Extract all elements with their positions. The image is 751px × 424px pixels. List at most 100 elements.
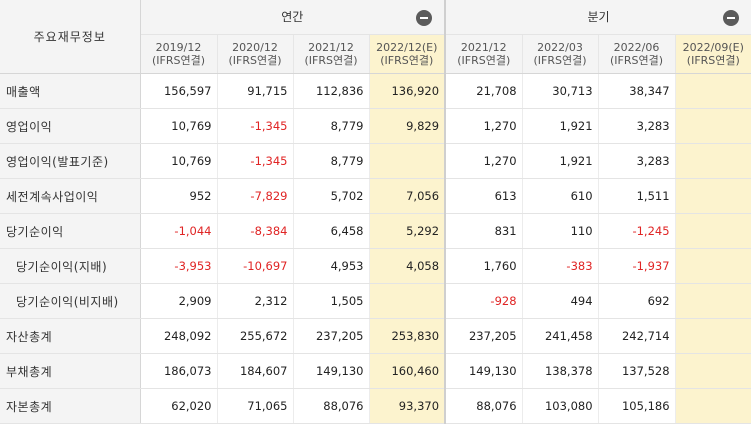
table-row: 당기순이익(지배) -3,953 -10,697 4,953 4,058 1,760 -38… — [0, 248, 751, 284]
annual-column-header: 2021/12 (IFRS연결) — [292, 34, 369, 74]
quarterly-value-cell: 103,080 — [521, 388, 599, 424]
quarterly-value-cell: 831 — [444, 213, 523, 249]
quarterly-value-cell: 613 — [444, 178, 523, 214]
column-period: 2022/03 — [537, 41, 583, 54]
annual-column-header: 2019/12 (IFRS연결) — [139, 34, 217, 74]
column-period: 2021/12 — [460, 41, 507, 54]
column-period: 2020/12 — [232, 41, 278, 54]
quarterly-value-cell: 237,205 — [444, 318, 523, 354]
quarterly-value-cell — [674, 388, 751, 424]
table-row: 당기순이익 -1,044 -8,384 6,458 5,292 831 110 -1,245 — [0, 213, 751, 249]
quarterly-group-header: 분기 — [444, 0, 751, 35]
annual-value-cell: -1,345 — [216, 108, 293, 144]
annual-value-cell: 88,076 — [292, 388, 369, 424]
column-basis: (IFRS연결) — [380, 54, 434, 67]
table-row: 매출액 156,597 91,715 112,836 136,920 21,708 30,7… — [0, 73, 751, 109]
quarterly-value-cell: 610 — [521, 178, 599, 214]
annual-value-cell: 1,505 — [292, 283, 369, 319]
quarterly-value-cell: -928 — [444, 283, 523, 319]
row-label: 당기순이익 — [0, 213, 141, 249]
collapse-annual-icon[interactable] — [416, 10, 433, 26]
table-row: 영업이익 10,769 -1,345 8,779 9,829 1,270 1,921 3,28… — [0, 108, 751, 144]
annual-value-cell: 112,836 — [292, 73, 369, 109]
annual-value-cell: 255,672 — [216, 318, 293, 354]
annual-value-cell: 4,953 — [292, 248, 369, 284]
column-header-row: 2019/12 (IFRS연결) 2020/12 (IFRS연결) 2021/12 (IF… — [0, 34, 751, 74]
table-row: 자본총계 62,020 71,065 88,076 93,370 88,076 103,08… — [0, 388, 751, 424]
row-label: 영업이익(발표기준) — [0, 143, 141, 179]
quarterly-value-cell — [674, 353, 751, 389]
annual-value-cell: 237,205 — [292, 318, 369, 354]
annual-value-cell — [368, 283, 446, 319]
column-basis: (IFRS연결) — [686, 54, 740, 67]
annual-value-cell: 4,058 — [368, 248, 446, 284]
annual-value-cell: 952 — [139, 178, 217, 214]
annual-value-cell: -1,044 — [139, 213, 217, 249]
annual-value-cell: 186,073 — [139, 353, 217, 389]
quarterly-value-cell: -383 — [521, 248, 599, 284]
quarterly-value-cell: 1,921 — [521, 108, 599, 144]
column-basis: (IFRS연결) — [304, 54, 358, 67]
quarterly-value-cell: 3,283 — [597, 143, 676, 179]
collapse-quarterly-icon[interactable] — [723, 10, 740, 26]
annual-value-cell: 8,779 — [292, 143, 369, 179]
column-basis: (IFRS연결) — [457, 54, 511, 67]
column-period: 2022/06 — [613, 41, 660, 54]
quarterly-value-cell: 138,378 — [521, 353, 599, 389]
quarterly-value-cell — [674, 178, 751, 214]
annual-value-cell: 136,920 — [368, 73, 446, 109]
quarterly-value-cell: 1,270 — [444, 143, 523, 179]
quarterly-value-cell: 1,921 — [521, 143, 599, 179]
quarterly-value-cell: 1,270 — [444, 108, 523, 144]
annual-value-cell: 2,909 — [139, 283, 217, 319]
row-label: 세전계속사업이익 — [0, 178, 141, 214]
row-label: 자본총계 — [0, 388, 141, 424]
quarterly-value-cell: -1,937 — [597, 248, 676, 284]
quarterly-value-cell: 1,760 — [444, 248, 523, 284]
annual-value-cell: 6,458 — [292, 213, 369, 249]
annual-value-cell: 7,056 — [368, 178, 446, 214]
quarterly-value-cell: -1,245 — [597, 213, 676, 249]
row-label: 자산총계 — [0, 318, 141, 354]
table-row: 당기순이익(비지배) 2,909 2,312 1,505 -928 494 692 — [0, 283, 751, 319]
row-label: 매출액 — [0, 73, 141, 109]
quarterly-value-cell: 105,186 — [597, 388, 676, 424]
annual-value-cell: -10,697 — [216, 248, 293, 284]
annual-value-cell: -1,345 — [216, 143, 293, 179]
quarterly-value-cell: 242,714 — [597, 318, 676, 354]
table-body: 매출액 156,597 91,715 112,836 136,920 21,708 30,7… — [0, 73, 751, 424]
annual-value-cell: 160,460 — [368, 353, 446, 389]
quarterly-value-cell: 494 — [521, 283, 599, 319]
annual-label: 연간 — [281, 10, 304, 24]
column-period: 2022/09(E) — [682, 41, 744, 54]
quarterly-value-cell: 38,347 — [597, 73, 676, 109]
quarterly-value-cell: 3,283 — [597, 108, 676, 144]
quarterly-value-cell — [674, 73, 751, 109]
column-period: 2019/12 — [155, 41, 202, 54]
row-label: 당기순이익(비지배) — [0, 283, 141, 319]
annual-column-header: 2022/12(E) (IFRS연결) — [368, 34, 446, 74]
annual-value-cell: 149,130 — [292, 353, 369, 389]
quarterly-value-cell — [674, 213, 751, 249]
quarterly-value-cell: 110 — [521, 213, 599, 249]
annual-value-cell: 91,715 — [216, 73, 293, 109]
annual-value-cell: 184,607 — [216, 353, 293, 389]
annual-value-cell: 10,769 — [139, 108, 217, 144]
annual-value-cell: 62,020 — [139, 388, 217, 424]
annual-column-header: 2020/12 (IFRS연결) — [216, 34, 293, 74]
quarterly-column-header: 2022/03 (IFRS연결) — [521, 34, 599, 74]
quarterly-value-cell: 30,713 — [521, 73, 599, 109]
table-row: 자산총계 248,092 255,672 237,205 253,830 237,205 2… — [0, 318, 751, 354]
column-basis: (IFRS연결) — [151, 54, 206, 67]
annual-value-cell: 248,092 — [139, 318, 217, 354]
quarterly-column-header: 2022/09(E) (IFRS연결) — [674, 34, 751, 74]
quarterly-column-header: 2022/06 (IFRS연결) — [597, 34, 676, 74]
annual-value-cell: 5,702 — [292, 178, 369, 214]
column-basis: (IFRS연결) — [533, 54, 587, 67]
quarterly-value-cell: 21,708 — [444, 73, 523, 109]
quarterly-value-cell — [674, 318, 751, 354]
annual-value-cell: -8,384 — [216, 213, 293, 249]
quarterly-value-cell: 137,528 — [597, 353, 676, 389]
annual-value-cell: 253,830 — [368, 318, 446, 354]
